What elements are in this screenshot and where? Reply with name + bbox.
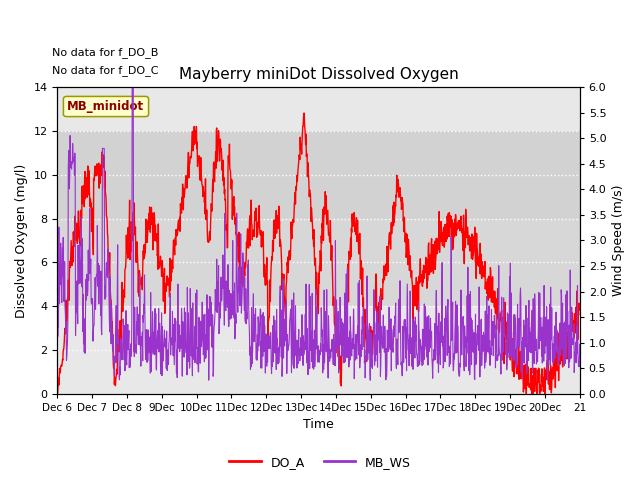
Text: No data for f_DO_B: No data for f_DO_B bbox=[52, 47, 159, 58]
Legend: MB_minidot: MB_minidot bbox=[63, 96, 147, 116]
Y-axis label: Dissolved Oxygen (mg/l): Dissolved Oxygen (mg/l) bbox=[15, 163, 28, 318]
X-axis label: Time: Time bbox=[303, 419, 334, 432]
Text: No data for f_DO_C: No data for f_DO_C bbox=[52, 66, 159, 76]
Title: Mayberry miniDot Dissolved Oxygen: Mayberry miniDot Dissolved Oxygen bbox=[179, 67, 458, 82]
Legend: DO_A, MB_WS: DO_A, MB_WS bbox=[224, 451, 416, 474]
Bar bbox=[58, 218, 580, 306]
Bar bbox=[58, 131, 580, 218]
Y-axis label: Wind Speed (m/s): Wind Speed (m/s) bbox=[612, 185, 625, 296]
